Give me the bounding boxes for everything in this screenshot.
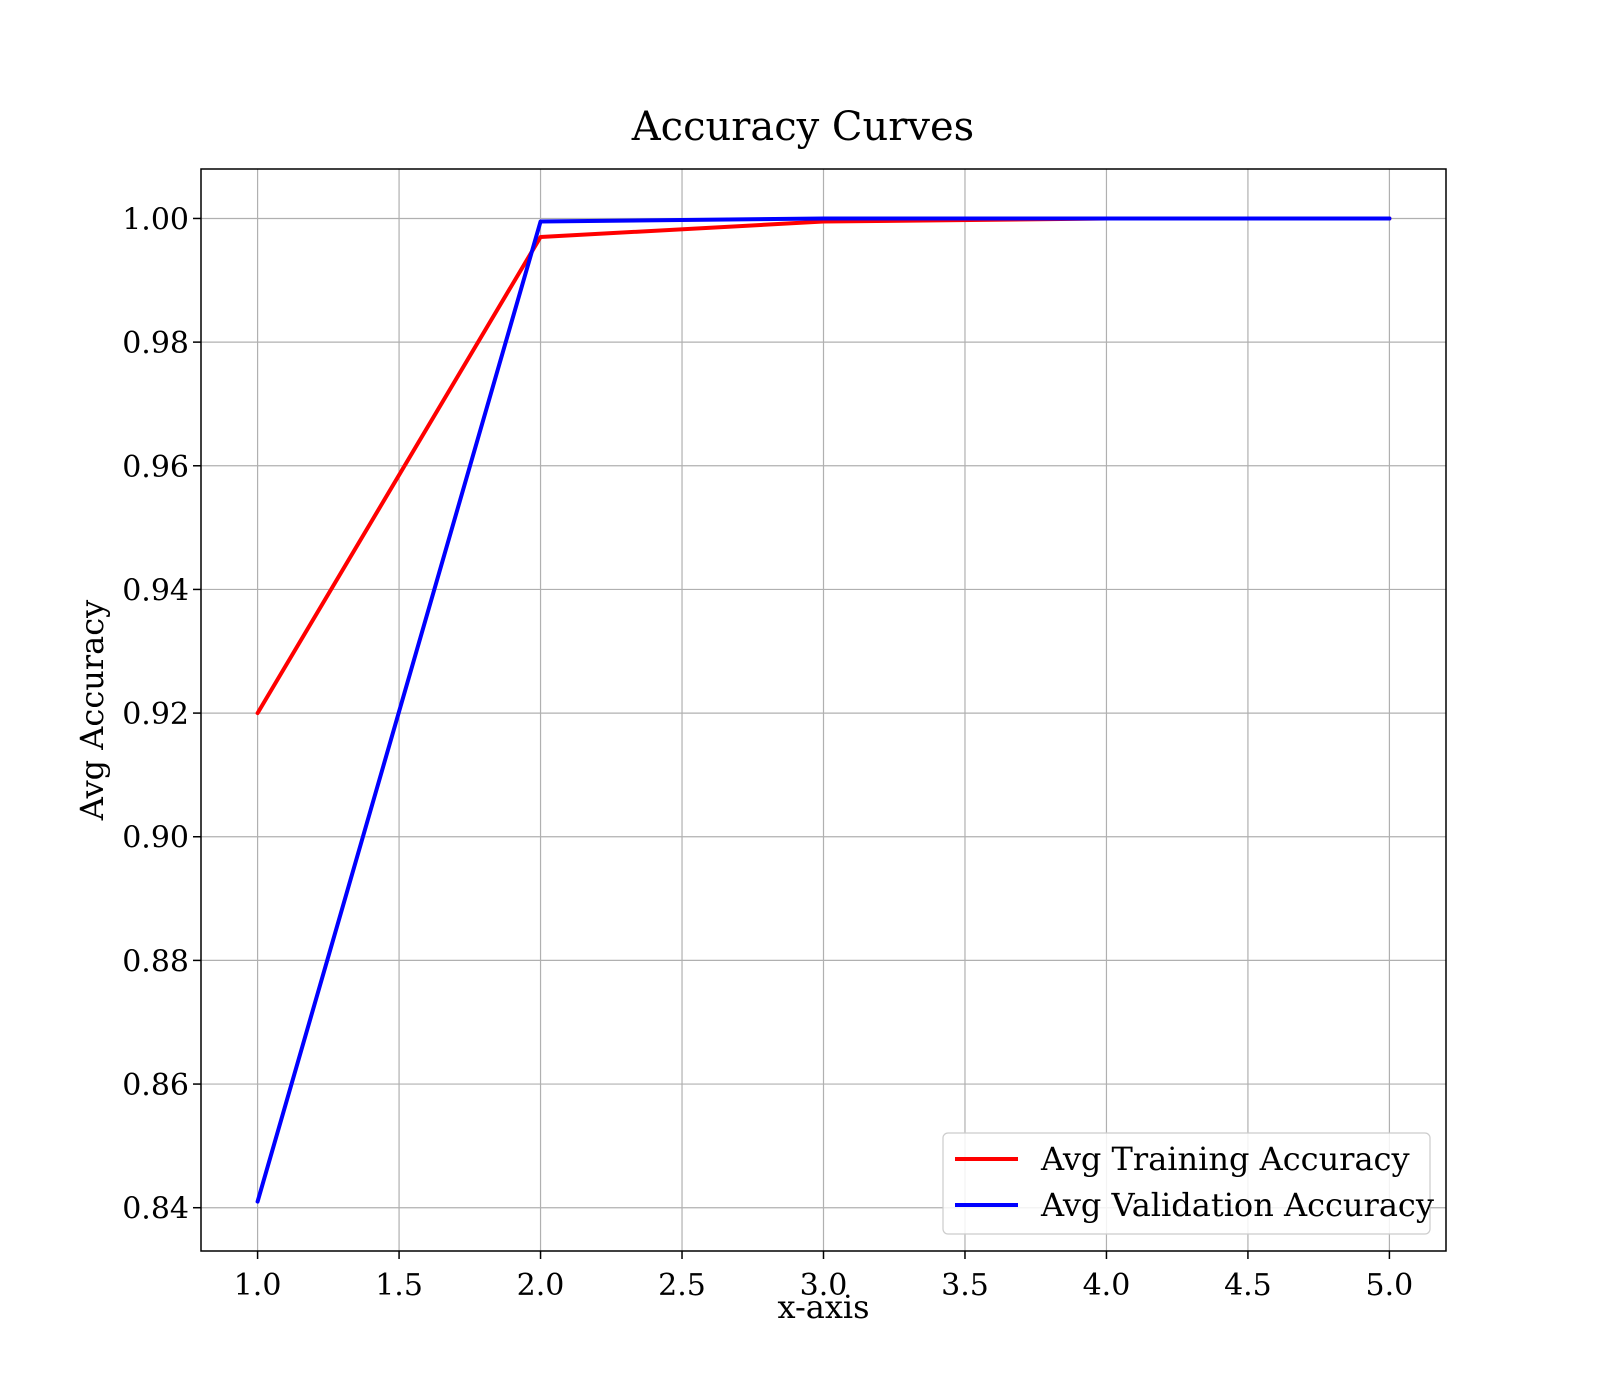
x-tick-label: 3.5 [941,1268,989,1303]
plot-frame [200,168,1447,1252]
x-axis-label: x-axis [777,1288,869,1326]
chart-title: Accuracy Curves [631,104,974,150]
x-tick-label: 4.0 [1083,1268,1131,1303]
x-tick-label: 5.0 [1366,1268,1414,1303]
legend-box [942,1132,1431,1235]
x-tick-label: 1.0 [234,1268,282,1303]
legend-label: Avg Validation Accuracy [1040,1186,1434,1224]
y-tick-label: 1.00 [122,202,189,237]
axis-ticks: 1.0 1.5 2.0 2.5 3.0 3.5 4.0 4.5 5.0 0.84 0.86 0.88 0… [122,202,1413,1303]
y-tick-label: 0.96 [122,450,189,485]
y-tick-label: 0.90 [122,821,189,856]
x-tick-label: 2.0 [517,1268,565,1303]
y-axis-label: Avg Accuracy [73,600,111,821]
x-tick-label: 4.5 [1224,1268,1272,1303]
data-series [255,216,1392,1204]
x-tick-label: 3.0 [800,1268,848,1303]
x-tick-label: 2.5 [658,1268,706,1303]
x-tick-label: 1.5 [375,1268,423,1303]
y-tick-label: 0.88 [122,944,189,979]
legend: Avg Training Accuracy Avg Validation Accu… [942,1132,1434,1235]
y-tick-label: 0.86 [122,1068,189,1103]
y-tick-label: 0.92 [122,697,189,732]
y-tick-label: 0.84 [122,1192,189,1227]
y-tick-label: 0.94 [122,573,189,608]
y-tick-label: 0.98 [122,326,189,361]
series-line-validation [255,216,1392,1204]
legend-label: Avg Training Accuracy [1040,1140,1410,1178]
